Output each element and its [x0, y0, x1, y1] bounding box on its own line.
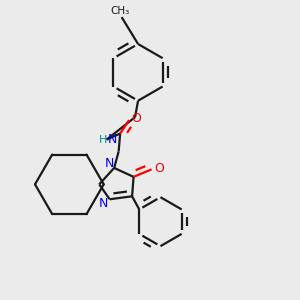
Text: H: H	[99, 134, 107, 145]
Text: N: N	[105, 157, 114, 170]
Text: O: O	[154, 162, 164, 175]
Text: N: N	[107, 133, 117, 146]
Text: CH₃: CH₃	[110, 5, 130, 16]
Text: N: N	[99, 197, 108, 210]
Text: O: O	[132, 112, 142, 125]
